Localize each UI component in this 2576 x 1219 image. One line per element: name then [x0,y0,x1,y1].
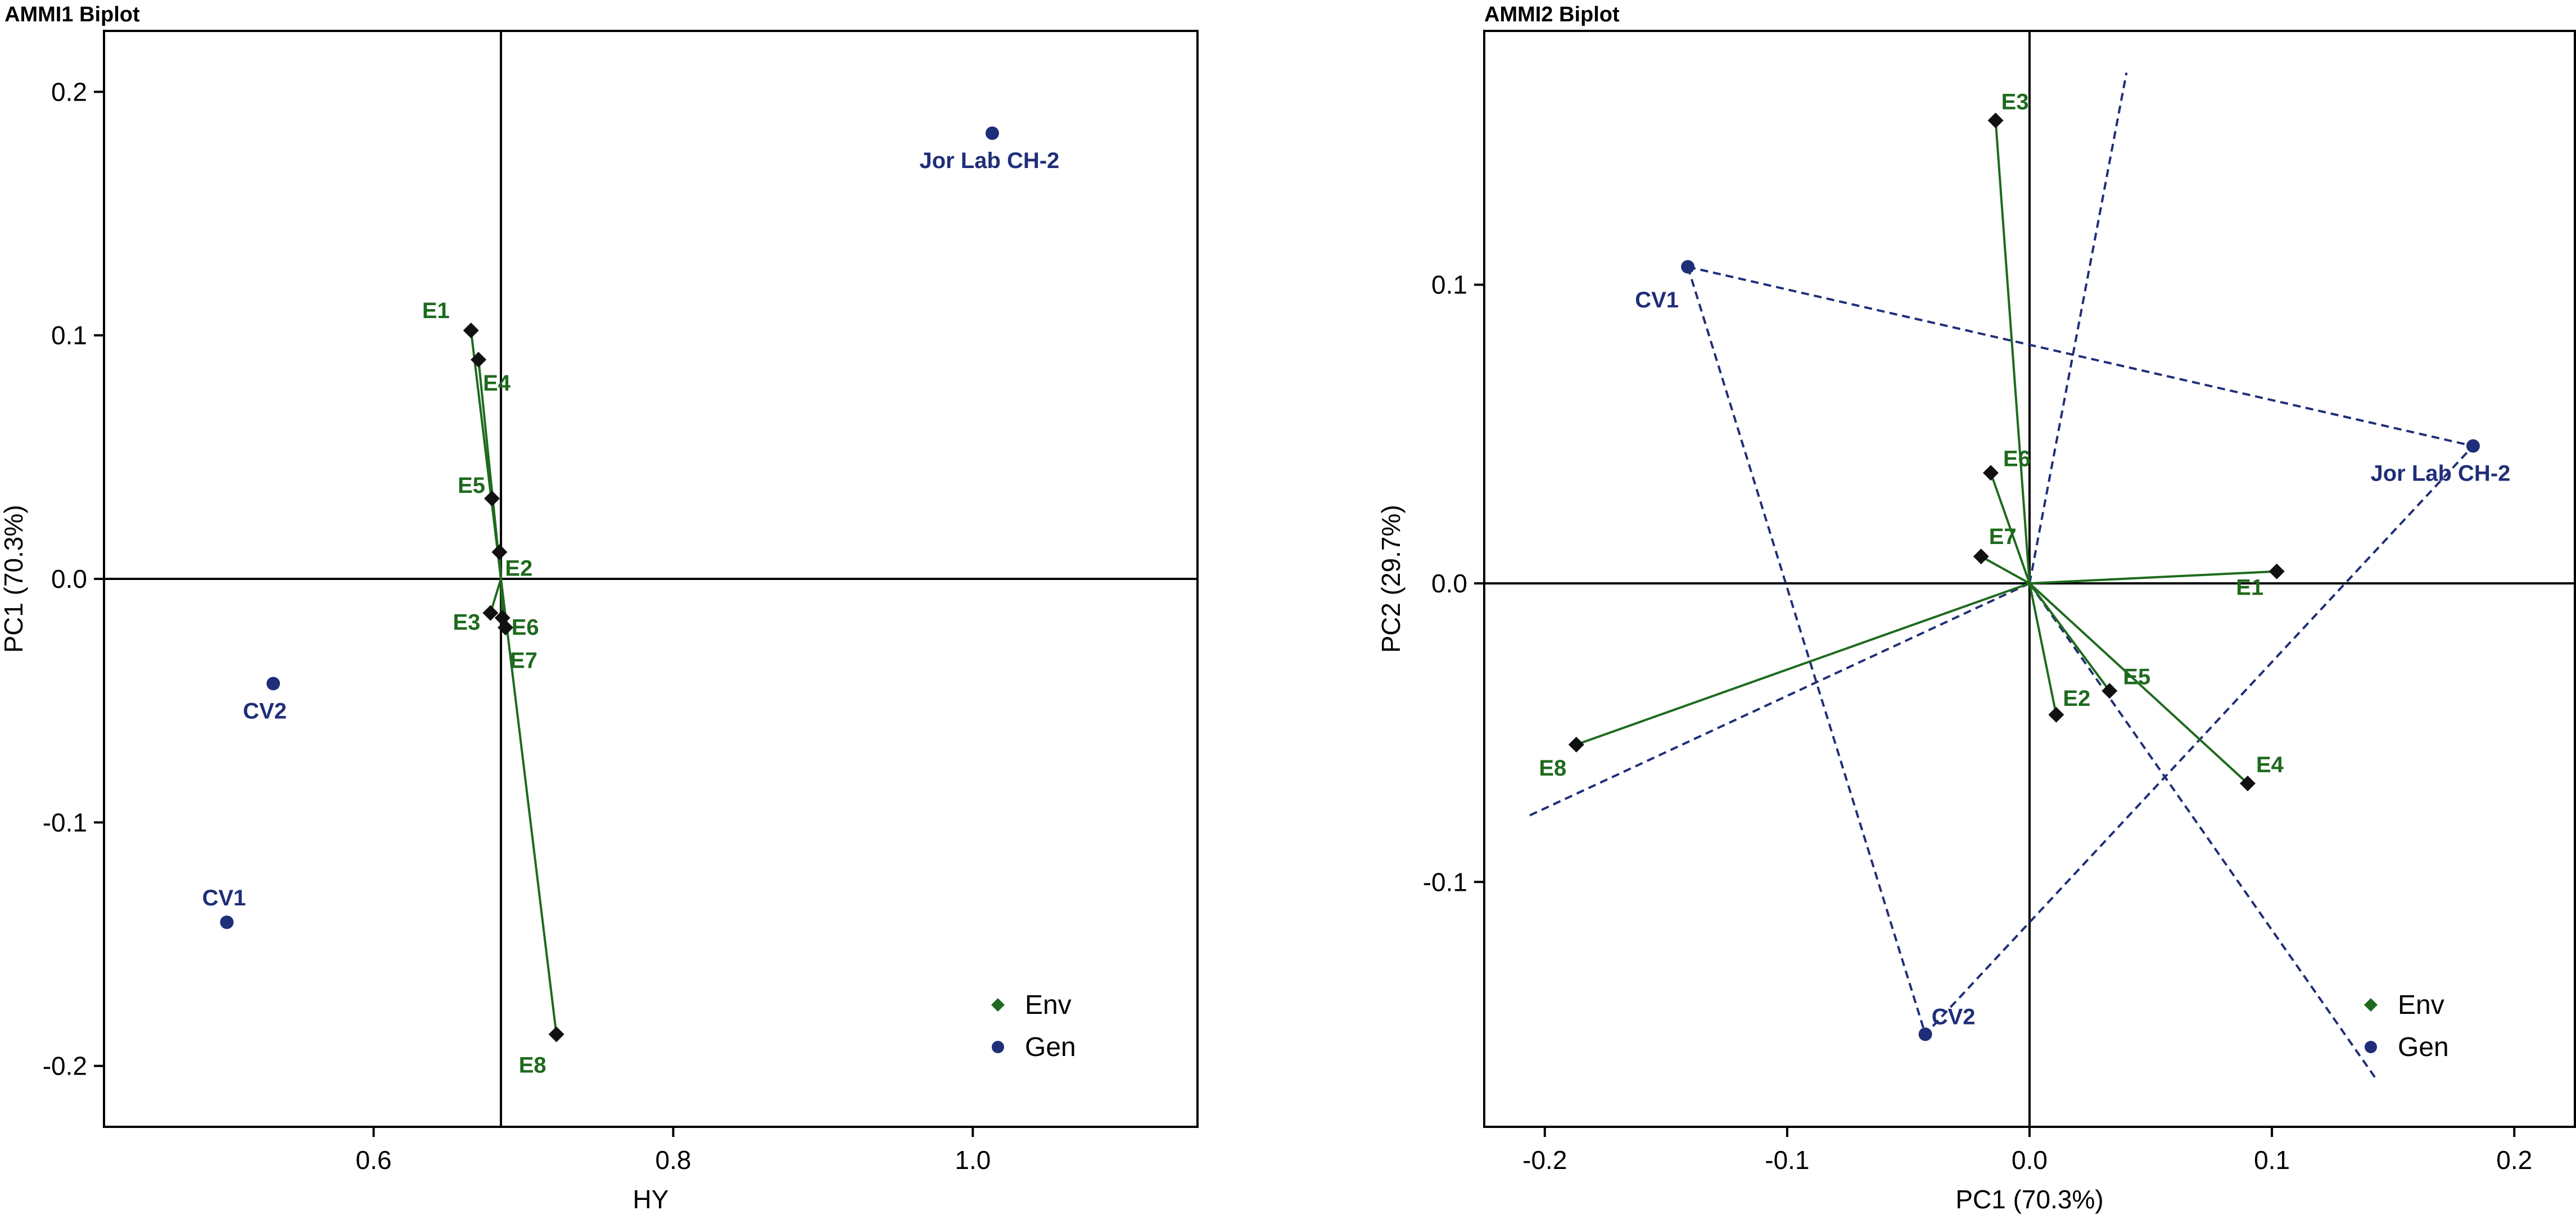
sector-divider-line [1527,582,2030,818]
legend-env-marker [2364,998,2378,1012]
x-tick-label: 0.6 [356,1145,392,1175]
chart-title: AMMI2 Biplot [1484,3,1620,26]
env-point-e7 [1973,549,1989,565]
env-vector-e1 [2029,570,2277,584]
env-point-e4 [2240,775,2256,791]
x-axis-label: HY [633,1185,669,1214]
gen-point-cv2 [1918,1027,1932,1041]
env-point-e4 [471,352,487,368]
env-point-e1 [2268,563,2285,579]
x-tick-label: -0.2 [1522,1145,1567,1175]
env-label-e4: E4 [2256,753,2284,777]
env-label-e5: E5 [458,473,485,498]
chart-ammi2: AMMI2 Biplot -0.2 -0.1 0.0 0.1 0.2 -0.1 0.0 0.1 P… [1376,3,2576,1214]
sector-divider-line [2028,582,2378,1080]
env-label-e6: E6 [2003,446,2031,471]
env-vector-e2 [2028,583,2058,715]
env-label-e1: E1 [422,298,450,323]
env-label-e8: E8 [1539,756,1566,781]
gen-label-cv1: CV1 [1635,288,1679,312]
env-point-e8 [1568,736,1584,753]
env-vector-e8 [1576,582,2030,746]
y-axis-label: PC1 (70.3%) [0,505,28,652]
env-label-e2: E2 [2063,686,2090,711]
legend-env-marker [991,998,1005,1012]
legend-gen-marker [992,1041,1004,1053]
y-tick-label: -0.1 [43,808,87,837]
gen-point-jor-lab-ch-2 [985,126,999,140]
env-label-e7: E7 [1989,524,2017,549]
env-point-e7 [498,619,514,636]
legend-gen-marker [2365,1041,2377,1053]
gen-label-cv2: CV2 [243,699,287,723]
legend-env-label: Env [2398,990,2444,1020]
env-point-e2 [2048,706,2064,723]
gen-label-cv1: CV1 [202,886,246,910]
env-vector-e6 [1990,472,2031,584]
env-point-e3 [1987,112,2004,129]
y-tick-label: 0.0 [51,564,87,593]
env-label-e8: E8 [519,1053,546,1077]
env-point-e6 [1983,465,1999,481]
env-label-e5: E5 [2123,664,2150,689]
env-point-e5 [484,491,500,506]
gen-point-cv1 [1681,260,1695,274]
y-tick-label: 0.1 [51,321,87,350]
x-tick-label: -0.1 [1765,1145,1809,1175]
x-axis-label: PC1 (70.3%) [1955,1185,2103,1214]
x-tick-label: 0.2 [2496,1145,2532,1175]
y-tick-label: -0.1 [1423,867,1467,896]
gen-label-cv2: CV2 [1932,1004,1976,1029]
env-vector-e8 [500,578,558,1035]
env-label-e7: E7 [510,649,537,673]
y-tick-label: -0.2 [43,1052,87,1081]
x-tick-label: 0.0 [2012,1145,2048,1175]
gen-point-jor-lab-ch-2 [2466,439,2480,453]
gen-point-cv1 [220,916,234,929]
legend-gen-label: Gen [2398,1032,2449,1062]
y-tick-label: 0.0 [1431,569,1467,598]
chart-title: AMMI1 Biplot [4,3,140,26]
chart-ammi1: AMMI1 Biplot 0.6 0.8 1.0 -0.2 -0.1 0.0 0.1 0.2 HY… [0,3,1199,1214]
env-label-e4: E4 [483,371,511,396]
env-point-e2 [491,544,508,560]
gen-label-jor-lab-ch-2: Jor Lab CH-2 [2370,461,2510,486]
x-tick-label: 0.1 [2254,1145,2290,1175]
env-point-e8 [548,1026,564,1043]
env-vector-e3 [1994,120,2031,584]
env-point-e3 [482,605,499,621]
y-tick-label: 0.1 [1431,270,1467,300]
env-vector-e7 [1980,555,2030,584]
gen-label-jor-lab-ch-2: Jor Lab CH-2 [920,148,1060,173]
legend: Env Gen [991,990,1076,1062]
y-tick-label: 0.2 [51,77,87,106]
env-vector-e4 [2028,582,2249,785]
env-label-e1: E1 [2236,575,2263,600]
x-tick-label: 0.8 [655,1145,691,1175]
legend-gen-label: Gen [1025,1032,1076,1062]
env-label-e6: E6 [512,615,539,640]
legend: Env Gen [2364,990,2449,1062]
env-label-e3: E3 [2001,89,2029,114]
legend-env-label: Env [1025,990,1072,1020]
gen-point-cv2 [266,677,281,691]
x-tick-label: 1.0 [955,1145,991,1175]
env-label-e2: E2 [505,556,532,581]
env-label-e3: E3 [453,610,480,635]
env-point-e1 [463,323,479,338]
env-point-e5 [2102,683,2118,699]
y-axis-label: PC2 (29.7%) [1376,505,1405,652]
env-vector-e5 [2028,582,2110,692]
sector-divider-line [2028,72,2128,584]
